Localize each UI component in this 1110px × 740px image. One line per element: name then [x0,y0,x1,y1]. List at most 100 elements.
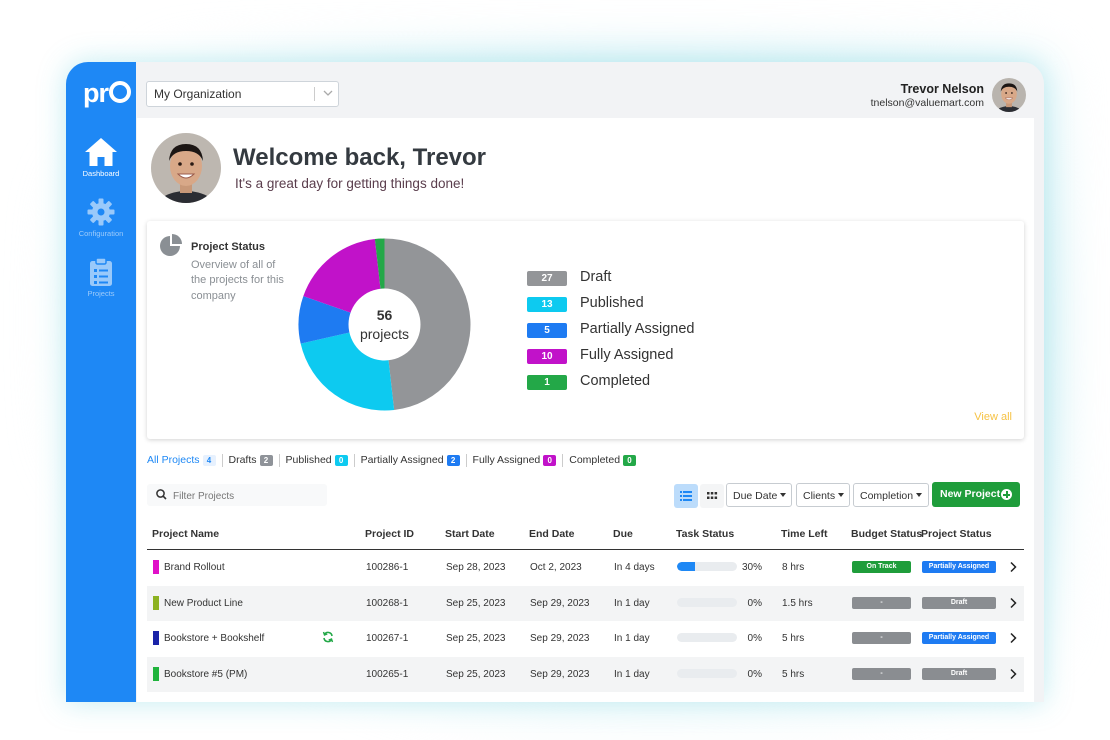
organization-select[interactable]: My Organization [146,81,339,107]
chevron-right-icon[interactable] [1009,632,1017,644]
chevron-right-icon[interactable] [1009,597,1017,609]
grid-view-button[interactable] [700,484,724,508]
app-logo[interactable]: pr [83,78,131,108]
donut-slice-draft[interactable] [384,238,471,410]
filter-tab-drafts[interactable]: Drafts 2 [221,454,279,467]
filter-tab-fully-assigned[interactable]: Fully Assigned 0 [465,454,563,467]
user-email: tnelson@valuemart.com [870,97,984,109]
project-status-donut-chart[interactable]: 56 projects [297,237,472,412]
start-date: Sep 28, 2023 [446,562,506,573]
user-name: Trevor Nelson [900,82,984,96]
organization-select-value: My Organization [154,87,242,101]
budget-status-badge: - [852,596,911,609]
project-status-card: Project Status Overview of all of the pr… [147,221,1024,439]
end-date: Sep 29, 2023 [530,633,590,644]
column-header[interactable]: Budget Status [851,528,923,540]
legend-label: Completed [580,373,651,389]
table-row[interactable]: Brand Rollout 100286-1 Sep 28, 2023 Oct 2, … [147,550,1024,585]
start-date: Sep 25, 2023 [446,597,506,609]
filter-tab-label: Published [285,454,332,466]
project-color-swatch [153,595,159,610]
column-header[interactable]: Time Left [781,528,828,540]
sidebar-item-configuration[interactable]: Configuration [66,197,136,238]
budget-status-badge: On Track [852,561,911,573]
filter-tab-label: Fully Assigned [472,454,541,466]
logo-smile-icon [109,81,131,103]
clients-label: Clients [803,490,836,502]
task-progress-bar [677,668,737,678]
legend-count-badge: 10 [527,349,567,364]
grid-icon [707,492,718,499]
task-progress-bar [677,597,737,607]
completion-label: Completion [860,490,914,502]
sidebar-item-label: Projects [87,289,115,298]
caret-down-icon [916,493,923,497]
chevron-right-icon[interactable] [1009,668,1017,680]
project-status-title: Project Status [191,241,265,253]
home-icon [85,138,117,166]
project-name[interactable]: New Product Line [164,597,243,609]
clients-dropdown[interactable]: Clients [796,483,850,507]
sidebar-item-projects[interactable]: Projects [66,257,136,298]
filter-projects-input[interactable] [171,487,325,505]
filter-tab-count: 0 [623,455,637,466]
filter-projects-search[interactable] [147,484,327,506]
due: In 1 day [614,633,650,644]
time-left: 1.5 hrs [782,597,813,609]
task-progress-bar [677,562,737,571]
column-header[interactable]: Project Name [152,528,220,540]
column-header[interactable]: Start Date [445,528,495,540]
completion-dropdown[interactable]: Completion [853,483,929,507]
task-progress-percent: 0% [747,633,762,644]
filter-tab-published[interactable]: Published 0 [278,454,354,467]
filter-tab-all-projects[interactable]: All Projects 4 [147,454,222,467]
time-left: 8 hrs [782,562,805,573]
main-panel: Welcome back, Trevor It's a great day fo… [137,118,1034,702]
filter-tab-label: Partially Assigned [360,454,444,466]
project-name[interactable]: Bookstore + Bookshelf [164,633,265,644]
project-id: 100268-1 [366,597,409,609]
sidebar-item-dashboard[interactable]: Dashboard [66,137,136,178]
sync-icon [322,631,334,643]
table-row[interactable]: New Product Line 100268-1 Sep 25, 2023 Sep … [147,585,1024,621]
donut-center-value: 56 [377,307,393,323]
end-date: Sep 29, 2023 [530,597,590,609]
filter-tab-partially-assigned[interactable]: Partially Assigned 2 [353,454,466,467]
new-project-label: New Project [940,488,1001,500]
filter-tab-count: 2 [446,455,460,466]
welcome-title: Welcome back, Trevor [233,144,487,171]
list-view-button[interactable] [674,484,698,508]
column-header[interactable]: Task Status [676,528,735,540]
legend-count-badge: 13 [527,297,567,312]
table-row[interactable]: Bookstore #5 (PM) 100265-1 Sep 25, 2023 Sep… [147,656,1024,692]
user-avatar[interactable] [992,78,1026,112]
column-header[interactable]: End Date [529,528,575,540]
end-date: Oct 2, 2023 [530,562,582,573]
chevron-right-icon[interactable] [1009,561,1017,573]
task-progress-percent: 30% [741,562,762,573]
avatar-photo [992,78,1026,112]
list-icon [680,491,692,501]
project-name[interactable]: Brand Rollout [164,562,225,573]
column-header[interactable]: Project ID [365,528,415,540]
view-all-link[interactable]: View all [974,411,1012,423]
new-project-button[interactable]: New Project [932,482,1020,507]
welcome-avatar [151,133,221,203]
projects-table-header: Project Name Project ID Start Date End D… [147,524,1024,550]
search-icon [156,489,167,500]
filter-tab-label: Completed [569,454,621,466]
filter-tab-completed[interactable]: Completed 0 [562,454,642,467]
table-row[interactable]: Bookstore + Bookshelf 100267-1 Sep 25, 202… [147,621,1024,656]
app-window: pr Dashboard Configurati [66,62,1044,702]
column-header[interactable]: Due [613,528,633,540]
filter-tab-count: 0 [543,455,557,466]
project-status-badge: Draft [922,667,996,680]
project-name[interactable]: Bookstore #5 (PM) [164,668,248,680]
filter-tab-count: 0 [334,455,348,466]
donut-slice-partially-assigned[interactable] [298,296,385,344]
due-date-dropdown[interactable]: Due Date [726,483,792,507]
sidebar-item-label: Dashboard [82,169,120,178]
project-color-swatch [153,631,159,645]
column-header[interactable]: Project Status [921,528,992,540]
project-status-badge: Partially Assigned [922,561,996,573]
